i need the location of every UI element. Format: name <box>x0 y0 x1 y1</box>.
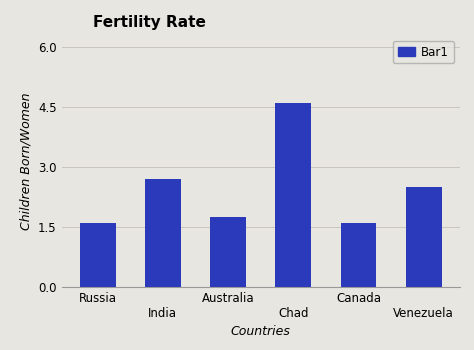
Bar <box>210 217 246 287</box>
Legend: Bar1: Bar1 <box>393 41 454 63</box>
Y-axis label: Children Born/Women: Children Born/Women <box>19 92 33 230</box>
X-axis label: Countries: Countries <box>231 326 291 338</box>
Bar <box>406 187 442 287</box>
Bar <box>341 223 376 287</box>
Bar <box>275 103 311 287</box>
Bar <box>145 179 181 287</box>
Bar <box>80 223 116 287</box>
Text: Fertility Rate: Fertility Rate <box>93 15 206 30</box>
